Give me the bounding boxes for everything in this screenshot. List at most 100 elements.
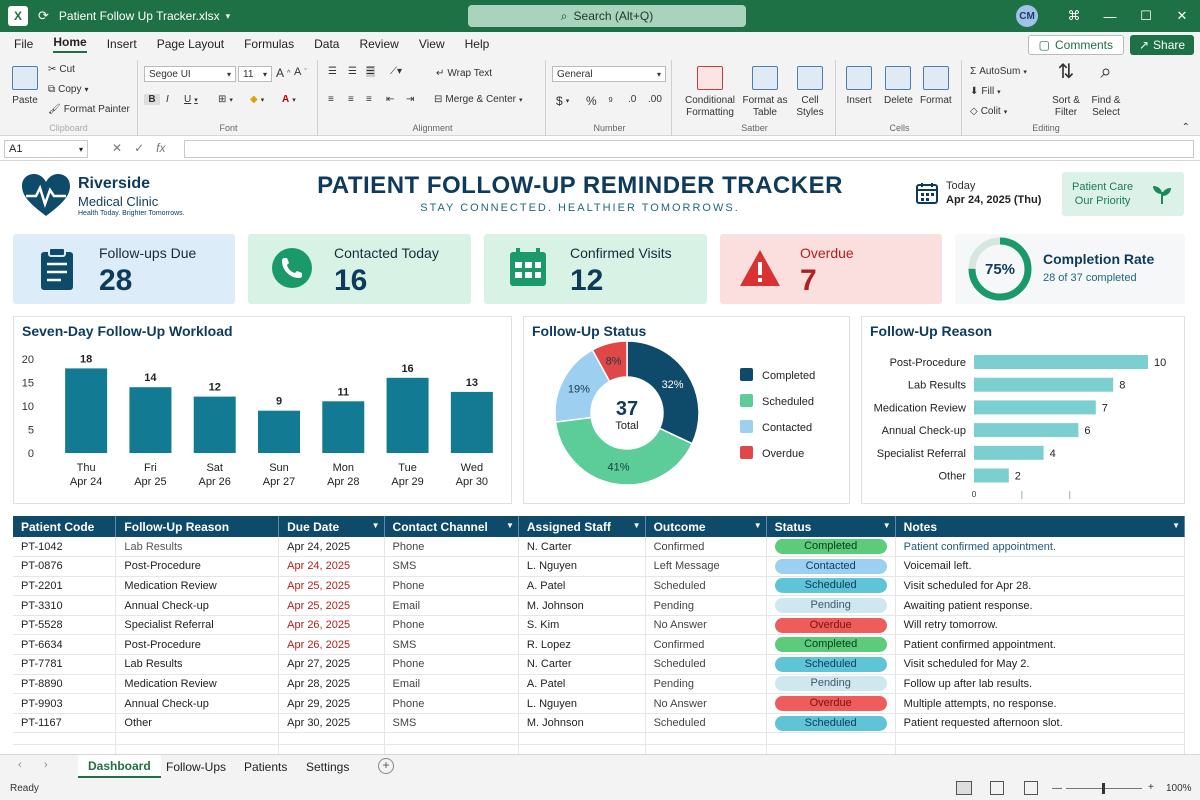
- cell-status[interactable]: Completed: [766, 634, 896, 656]
- cell-staff[interactable]: N. Carter: [518, 537, 646, 558]
- table-row[interactable]: PT-3310 Annual Check-up Apr 25, 2025 Email M…: [13, 595, 1186, 616]
- cell-channel[interactable]: SMS: [384, 713, 519, 734]
- format-cells-button[interactable]: Format: [920, 66, 952, 106]
- cell-channel[interactable]: Phone: [384, 693, 519, 714]
- column-header-outcome[interactable]: Outcome ▼: [645, 516, 767, 537]
- empty-cell[interactable]: [895, 732, 1186, 746]
- cell-status[interactable]: Scheduled: [766, 576, 896, 597]
- italic-button[interactable]: I: [166, 94, 169, 105]
- align-left-icon[interactable]: ≡: [328, 94, 334, 105]
- name-box[interactable]: A1 ▾: [4, 140, 88, 158]
- empty-cell[interactable]: [645, 732, 767, 746]
- copy-button[interactable]: ⧉ Copy ▾: [48, 84, 89, 95]
- percent-button[interactable]: %: [586, 94, 597, 108]
- menu-tab-file[interactable]: File: [14, 37, 34, 51]
- wrap-text-button[interactable]: ↵ Wrap Text: [436, 68, 493, 79]
- cell-outcome[interactable]: Pending: [645, 674, 767, 695]
- filter-dropdown-icon[interactable]: ▼: [753, 521, 762, 530]
- increase-decimal-icon[interactable]: .0: [628, 94, 637, 105]
- cell-code[interactable]: PT-0876: [13, 556, 117, 577]
- cell-outcome[interactable]: Confirmed: [645, 537, 767, 558]
- align-right-icon[interactable]: ≡: [366, 94, 372, 105]
- cell-channel[interactable]: Phone: [384, 615, 519, 636]
- cell-outcome[interactable]: Confirmed: [645, 634, 767, 656]
- menu-tab-data[interactable]: Data: [314, 37, 340, 51]
- cell-status[interactable]: Overdue: [766, 693, 896, 714]
- fill-button[interactable]: ⬇ Fill ▾: [970, 86, 1001, 97]
- fill-color-button[interactable]: ◆ ▾: [250, 94, 265, 105]
- cell-outcome[interactable]: Pending: [645, 595, 767, 616]
- grow-font-button[interactable]: A ^: [276, 66, 291, 80]
- empty-cell[interactable]: [384, 732, 519, 746]
- cell-status[interactable]: Pending: [766, 674, 896, 695]
- currency-button[interactable]: $ ▾: [556, 94, 570, 108]
- cell-code[interactable]: PT-8890: [13, 674, 117, 695]
- cell-reason[interactable]: Other: [115, 713, 280, 734]
- cell-code[interactable]: PT-5528: [13, 615, 117, 636]
- cell-due[interactable]: Apr 30, 2025: [278, 713, 385, 734]
- column-header-due-date[interactable]: Due Date ▼: [278, 516, 385, 537]
- table-row[interactable]: PT-0876 Post-Procedure Apr 24, 2025 SMS L. N…: [13, 556, 1186, 577]
- number-format-select[interactable]: General ▾: [552, 66, 666, 82]
- cell-status[interactable]: Contacted: [766, 556, 896, 577]
- cell-outcome[interactable]: Scheduled: [645, 713, 767, 734]
- cell-channel[interactable]: SMS: [384, 556, 519, 577]
- cell-status[interactable]: Scheduled: [766, 713, 896, 734]
- cell-reason[interactable]: Annual Check-up: [115, 595, 280, 616]
- function-icon[interactable]: fx: [156, 141, 166, 155]
- cell-reason[interactable]: Post-Procedure: [115, 556, 280, 577]
- cell-code[interactable]: PT-9903: [13, 693, 117, 714]
- cell-channel[interactable]: Phone: [384, 537, 519, 558]
- document-title[interactable]: Patient Follow Up Tracker.xlsx ▾: [58, 9, 231, 23]
- cell-code[interactable]: PT-1167: [13, 713, 117, 734]
- menu-tab-review[interactable]: Review: [359, 37, 399, 51]
- add-sheet-button[interactable]: +: [378, 758, 394, 774]
- cell-due[interactable]: Apr 25, 2025: [278, 576, 385, 597]
- format-painter-button[interactable]: 🖌 Format Painter: [48, 104, 130, 115]
- cancel-icon[interactable]: ✕: [112, 141, 123, 155]
- format-as-table-button[interactable]: Format as Table: [740, 66, 790, 119]
- font-color-button[interactable]: A ▾: [282, 94, 296, 105]
- merge-center-button[interactable]: ⊟ Merge & Center ▾: [434, 94, 523, 105]
- cell-due[interactable]: Apr 26, 2025: [278, 634, 385, 656]
- cell-status[interactable]: Scheduled: [766, 654, 896, 675]
- cell-notes[interactable]: Patient confirmed appointment.: [895, 634, 1186, 656]
- normal-view-icon[interactable]: [956, 781, 972, 795]
- menu-tab-insert[interactable]: Insert: [106, 37, 137, 51]
- cell-outcome[interactable]: Left Message: [645, 556, 767, 577]
- underline-button[interactable]: U ▾: [184, 94, 198, 105]
- empty-cell[interactable]: [13, 732, 117, 746]
- search-box[interactable]: ⌕ Search (Alt+Q): [468, 5, 746, 27]
- cell-status[interactable]: Overdue: [766, 615, 896, 636]
- empty-cell[interactable]: [518, 732, 646, 746]
- column-header-assigned-staff[interactable]: Assigned Staff ▼: [518, 516, 646, 537]
- align-bottom-icon[interactable]: ☰: [366, 66, 375, 77]
- align-center-icon[interactable]: ≡: [348, 94, 354, 105]
- cell-due[interactable]: Apr 28, 2025: [278, 674, 385, 695]
- decrease-decimal-icon[interactable]: .00: [648, 94, 662, 105]
- formula-input[interactable]: [184, 140, 1194, 158]
- cut-button[interactable]: ✂ Cut: [48, 64, 75, 75]
- increase-indent-icon[interactable]: ⇥: [406, 94, 415, 105]
- maximize-button[interactable]: ☐: [1140, 8, 1152, 23]
- zoom-level[interactable]: 100%: [1166, 783, 1192, 794]
- cell-reason[interactable]: Annual Check-up: [115, 693, 280, 714]
- cell-due[interactable]: Apr 26, 2025: [278, 615, 385, 636]
- cell-staff[interactable]: M. Johnson: [518, 595, 646, 616]
- table-row[interactable]: PT-9903 Annual Check-up Apr 29, 2025 Phone L…: [13, 693, 1186, 714]
- cell-staff[interactable]: L. Nguyen: [518, 693, 646, 714]
- cell-status[interactable]: Pending: [766, 595, 896, 616]
- cell-due[interactable]: Apr 25, 2025: [278, 595, 385, 616]
- cell-code[interactable]: PT-2201: [13, 576, 117, 597]
- comments-button[interactable]: ▢ Comments: [1027, 35, 1124, 55]
- cell-staff[interactable]: R. Lopez: [518, 634, 646, 656]
- menu-tab-home[interactable]: Home: [53, 35, 87, 53]
- cell-notes[interactable]: Follow up after lab results.: [895, 674, 1186, 695]
- cell-notes[interactable]: Multiple attempts, no response.: [895, 693, 1186, 714]
- cell-staff[interactable]: A. Patel: [518, 674, 646, 695]
- cell-outcome[interactable]: No Answer: [645, 615, 767, 636]
- cell-code[interactable]: PT-3310: [13, 595, 117, 616]
- filter-dropdown-icon[interactable]: ▼: [632, 521, 641, 530]
- cell-outcome[interactable]: Scheduled: [645, 654, 767, 675]
